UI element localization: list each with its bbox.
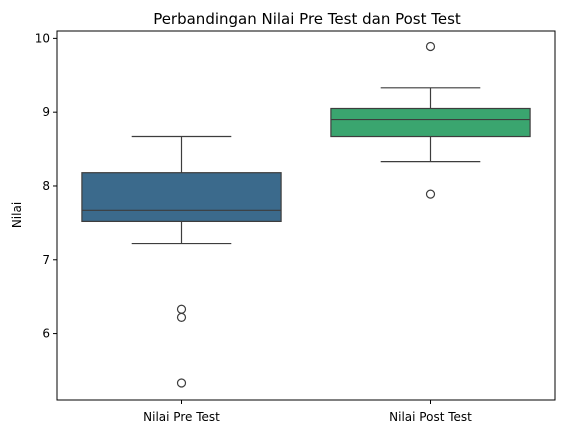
chart-title: Perbandingan Nilai Pre Test dan Post Tes… [153, 10, 461, 28]
boxes-layer [81, 41, 531, 388]
iqr-box [330, 107, 531, 138]
outlier-point [425, 41, 436, 52]
plot-area [56, 30, 556, 401]
y-tick-label: 7 [42, 253, 50, 267]
y-tick-label: 8 [42, 179, 50, 193]
outlier-point [176, 312, 187, 322]
y-tick-label: 9 [42, 105, 50, 119]
x-axis: Nilai Pre Test Nilai Post Test [143, 400, 472, 424]
outlier-point [176, 304, 187, 314]
x-tick-label: Nilai Pre Test [143, 410, 220, 424]
x-tick-label: Nilai Post Test [389, 410, 472, 424]
y-tick-label: 6 [42, 327, 50, 341]
y-axis: 6 7 8 9 10 [35, 31, 57, 341]
outlier-point [425, 189, 436, 199]
box-group [81, 135, 282, 388]
y-axis-label: Nilai [10, 202, 24, 228]
box-group [330, 41, 531, 199]
y-tick-label: 10 [35, 31, 50, 45]
iqr-box [81, 172, 282, 223]
outlier-point [176, 378, 187, 388]
